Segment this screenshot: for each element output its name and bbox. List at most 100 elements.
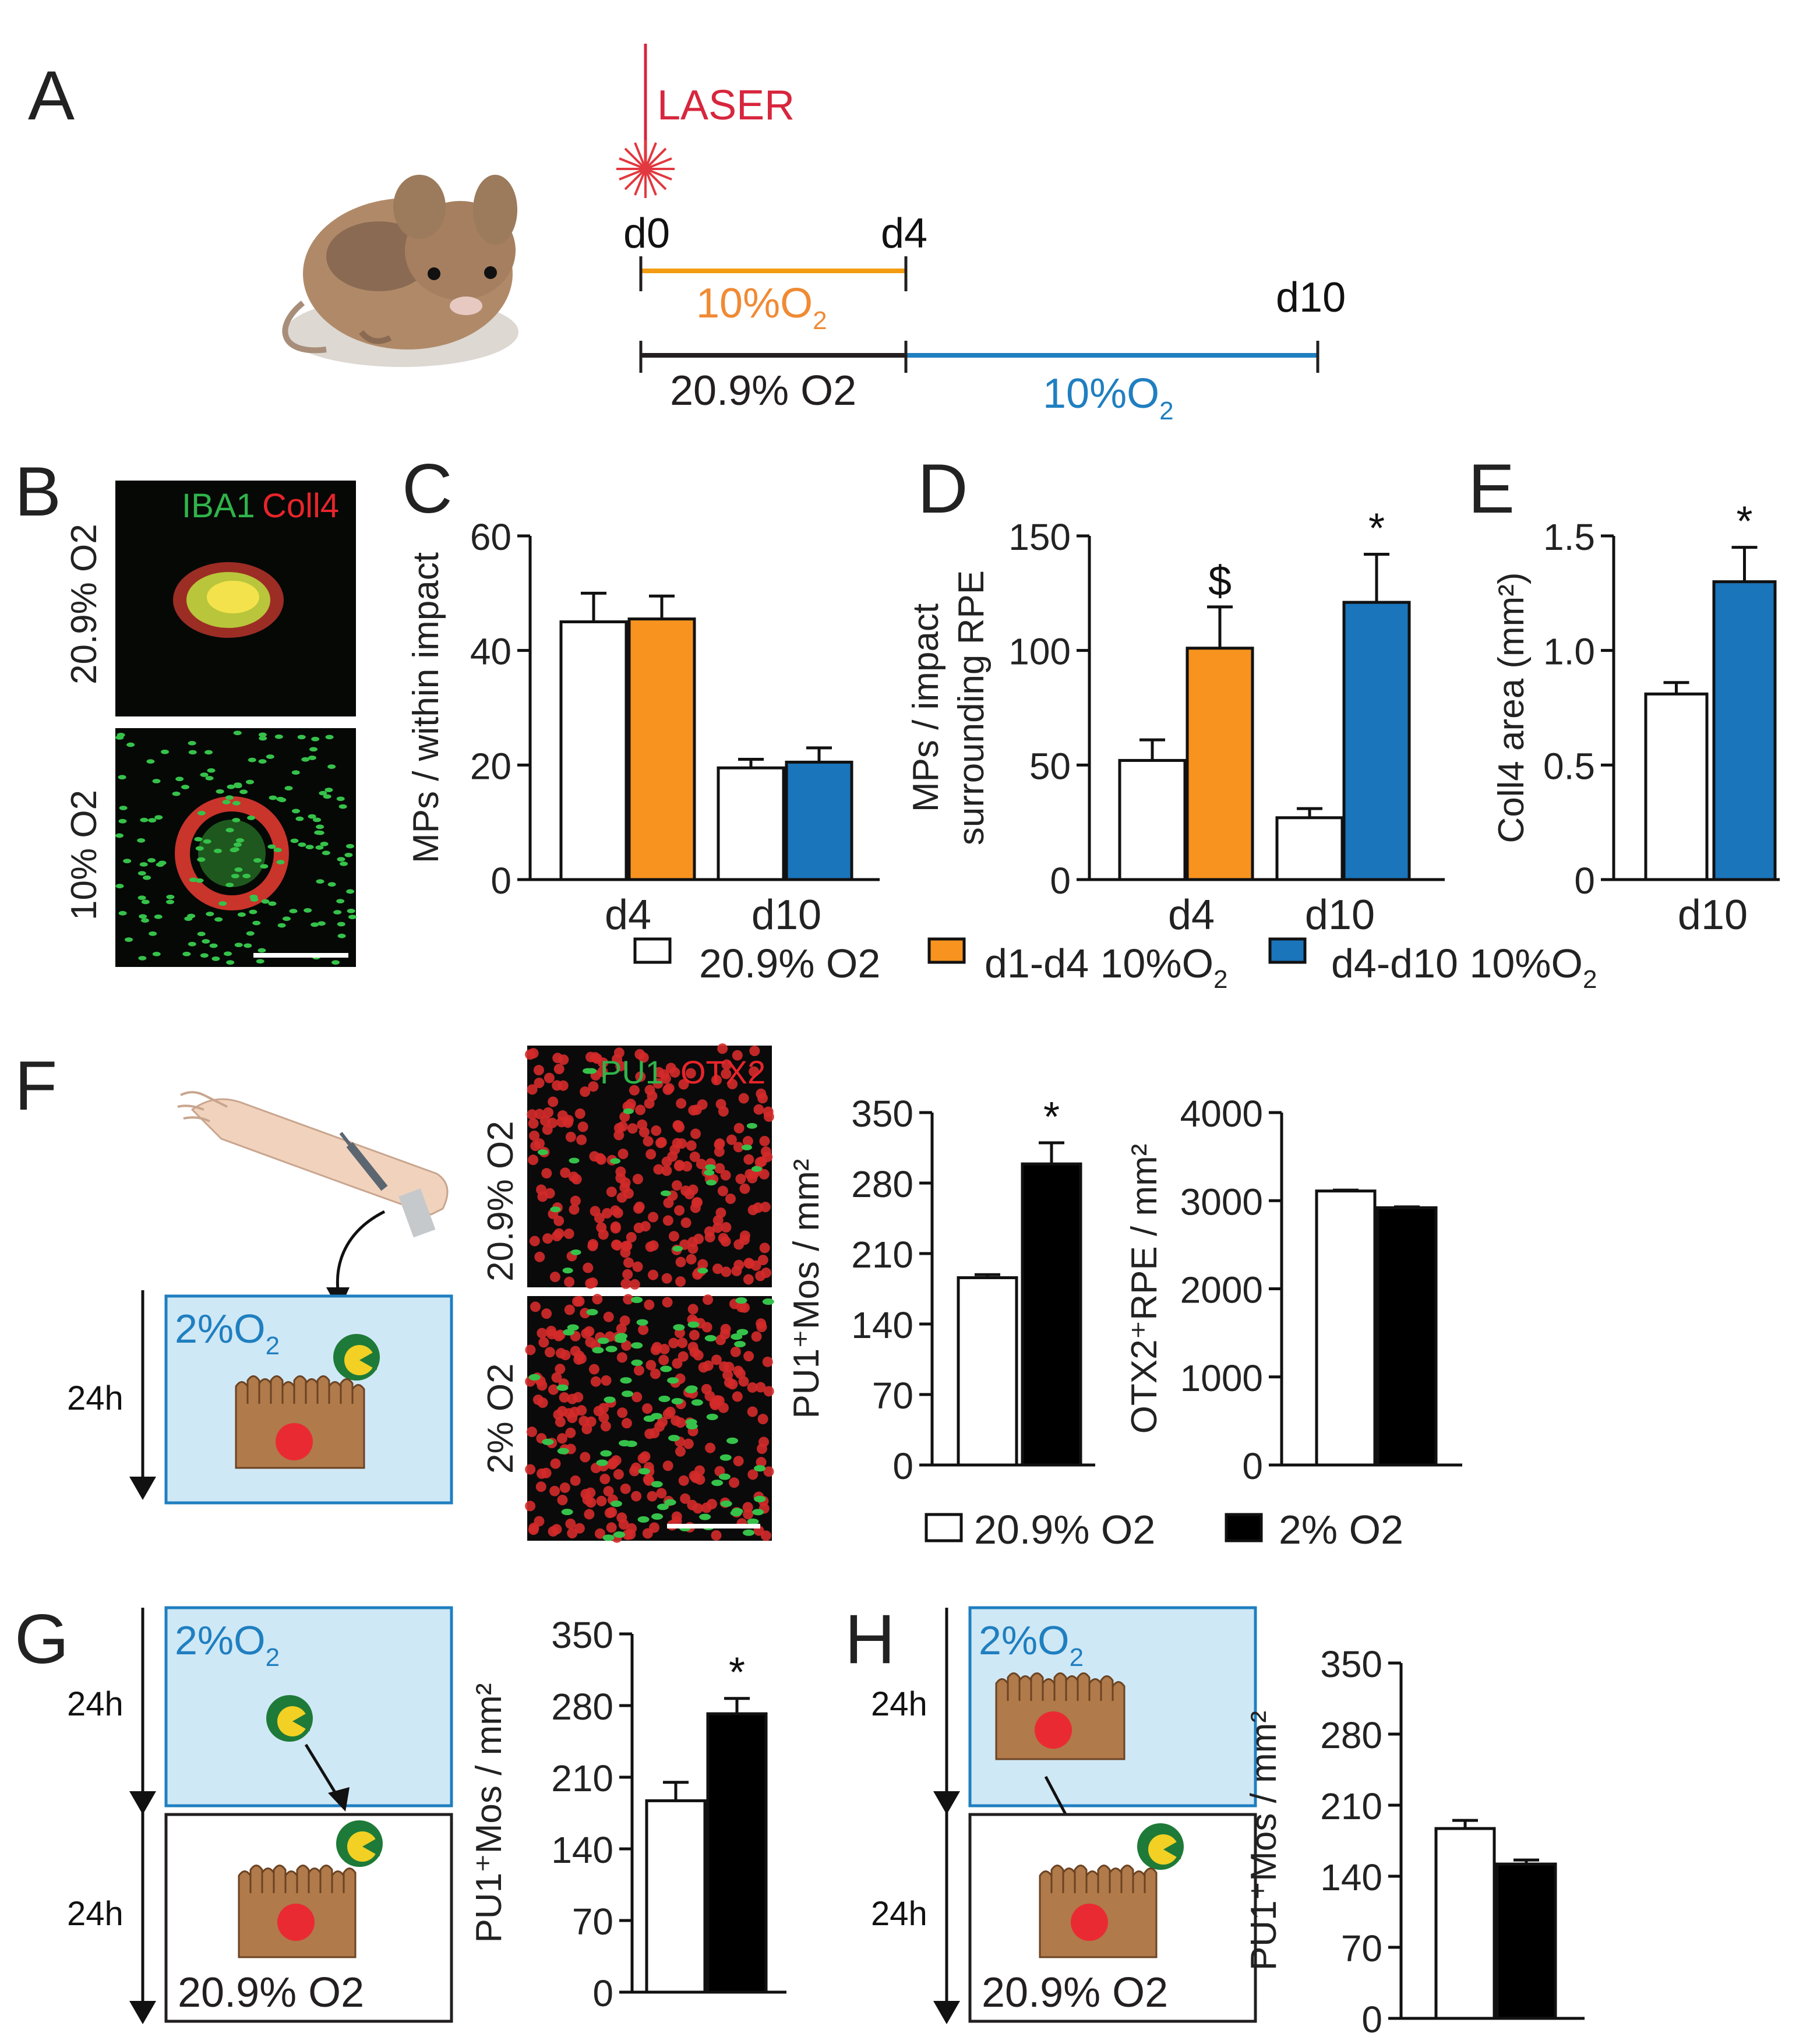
y-tick-label: 100 bbox=[1008, 631, 1071, 673]
chart-h: 0 70 140 210 280 350 PU1⁺Mos / mm² bbox=[1244, 1643, 1585, 2041]
h-box-label: 2%O2 bbox=[979, 1618, 1084, 1672]
y-tick-label: 40 bbox=[470, 631, 511, 673]
bar-charts: 0 20 40 60 MPs / within impact d4 d10 0 50 100 150… bbox=[406, 499, 1780, 2041]
panel-f-schematic: 2%O2 24h bbox=[67, 1091, 453, 1505]
panel-g-schematic: 2%O2 20.9% O2 24h 24h bbox=[67, 1606, 453, 2024]
bar bbox=[1495, 1862, 1557, 2020]
y-tick-label: 1.0 bbox=[1543, 631, 1595, 673]
y-tick-label: 0.5 bbox=[1543, 745, 1595, 787]
panel-b: IBA1 Coll4 20.9% O2 10% O2 bbox=[64, 481, 357, 967]
micrograph-b-bottom-cells bbox=[115, 730, 357, 965]
panel-letter-c: C bbox=[402, 450, 453, 528]
x-tick-label: d10 bbox=[752, 892, 821, 938]
day-label-d4: d4 bbox=[881, 210, 927, 257]
laser-label: LASER bbox=[657, 82, 795, 129]
y-tick-label: 0 bbox=[1361, 1999, 1382, 2041]
bar bbox=[1342, 601, 1411, 881]
y-axis-label: PU1⁺Mos / mm² bbox=[1244, 1711, 1284, 1971]
legend-swatch-early bbox=[927, 937, 966, 964]
chart-f2: 0 1000 2000 3000 4000 OTX2⁺RPE / mm² bbox=[1124, 1093, 1462, 1487]
y-tick-label: 70 bbox=[872, 1375, 913, 1417]
rpe-cell-icon-g bbox=[238, 1865, 357, 1958]
b-stain-green: IBA1 bbox=[182, 487, 255, 525]
y-tick-label: 150 bbox=[1008, 516, 1071, 558]
y-tick-label: 280 bbox=[551, 1686, 613, 1728]
panel-a: LASER d0 d4 d10 10%O2 20.9% O2 10%O2 bbox=[282, 44, 1346, 425]
y-tick-label: 280 bbox=[1320, 1714, 1382, 1756]
significance-mark: * bbox=[1043, 1094, 1060, 1141]
legend-label-normoxia: 20.9% O2 bbox=[699, 941, 880, 986]
micrograph-f-bottom-cells bbox=[525, 1294, 774, 1543]
y-tick-label: 60 bbox=[470, 516, 511, 558]
f-time-label: 24h bbox=[67, 1379, 124, 1417]
y-tick-label: 280 bbox=[851, 1163, 913, 1205]
y-tick-label: 70 bbox=[1341, 1927, 1382, 1969]
panel-letter-f: F bbox=[15, 1047, 57, 1125]
y-tick-label: 4000 bbox=[1180, 1093, 1263, 1135]
bar bbox=[1644, 692, 1709, 881]
bar bbox=[785, 760, 853, 881]
significance-mark: * bbox=[729, 1650, 745, 1696]
y-tick-label: 0 bbox=[491, 860, 511, 902]
monocyte-icon-h bbox=[1137, 1823, 1184, 1870]
panel-h-schematic: 2%O2 20.9% O2 24h 24h bbox=[871, 1606, 1257, 2024]
bar bbox=[706, 1712, 768, 1994]
bar bbox=[957, 1276, 1018, 1467]
y-tick-label: 70 bbox=[572, 1901, 613, 1943]
chart-d: 0 50 100 150 MPs / impact surrounding RPE $ * d4… bbox=[906, 505, 1445, 938]
y-tick-label: 0 bbox=[1574, 860, 1595, 902]
bar bbox=[1275, 816, 1344, 881]
panel-letter-d: D bbox=[918, 450, 968, 528]
f-stain-green: PU1 bbox=[600, 1054, 664, 1090]
mouse-illustration bbox=[282, 175, 518, 367]
transfer-arrow-g bbox=[304, 1743, 340, 1798]
legend-label-early: d1-d4 10%O2 bbox=[985, 941, 1228, 994]
legend-swatch-f-normoxia bbox=[925, 1513, 963, 1542]
legend-label-late: d4-d10 10%O2 bbox=[1331, 941, 1597, 994]
legend-label-f-normoxia: 20.9% O2 bbox=[974, 1507, 1155, 1552]
day-label-d0: d0 bbox=[623, 210, 670, 257]
monocyte-icon-g-top bbox=[266, 1695, 313, 1742]
chart-e: 0 0.5 1.0 1.5 Coll4 area (mm²) * d10 bbox=[1491, 499, 1780, 938]
y-tick-label: 350 bbox=[551, 1614, 613, 1656]
y-axis-label: OTX2⁺RPE / mm² bbox=[1124, 1144, 1165, 1434]
micrograph-b-bottom-lesion bbox=[175, 796, 289, 910]
micrograph-f-top-cells bbox=[525, 1043, 774, 1290]
y-tick-label: 210 bbox=[551, 1757, 613, 1799]
y-tick-label: 350 bbox=[1320, 1643, 1382, 1685]
timeline-late bbox=[639, 341, 1319, 373]
y-axis-label: MPs / within impact bbox=[406, 552, 446, 863]
micrograph-b-top-lesion bbox=[173, 562, 284, 638]
legend-f: 20.9% O2 2% O2 bbox=[925, 1507, 1403, 1552]
x-tick-label: d4 bbox=[1168, 892, 1215, 938]
legend-swatch-late bbox=[1268, 937, 1307, 964]
y-axis-label: MPs / impact bbox=[906, 603, 946, 812]
b-row-label-top: 20.9% O2 bbox=[64, 524, 104, 684]
panel-f-micrographs: PU1 OTX2 20.9% O2 2% O2 bbox=[481, 1043, 774, 1543]
bar bbox=[1021, 1162, 1082, 1467]
y-tick-label: 2000 bbox=[1180, 1269, 1263, 1311]
panel-letter-g: G bbox=[15, 1600, 69, 1678]
x-tick-label: d4 bbox=[605, 892, 651, 938]
y-axis-label: PU1⁺Mos / mm² bbox=[786, 1159, 827, 1418]
g-time-top: 24h bbox=[67, 1685, 124, 1723]
f-stain-red: OTX2 bbox=[680, 1054, 765, 1090]
flow-arrow-f bbox=[336, 1210, 386, 1291]
y-tick-label: 210 bbox=[851, 1234, 913, 1276]
legend-cde: 20.9% O2 d1-d4 10%O2 d4-d10 10%O2 bbox=[633, 937, 1597, 994]
y-tick-label: 140 bbox=[1320, 1856, 1382, 1898]
timeline-late-label: 10%O2 bbox=[1043, 370, 1174, 425]
bar bbox=[1712, 580, 1777, 881]
y-tick-label: 50 bbox=[1029, 745, 1071, 787]
y-axis-label: surrounding RPE bbox=[951, 570, 992, 845]
f-row-label-bottom: 2% O2 bbox=[481, 1363, 521, 1474]
g-time-bottom: 24h bbox=[67, 1895, 124, 1933]
b-stain-red: Coll4 bbox=[262, 487, 339, 525]
timeline-hypoxia-early bbox=[639, 256, 908, 291]
chart-g: 0 70 140 210 280 350 PU1⁺Mos / mm² * bbox=[469, 1614, 786, 2014]
rpe-cell-icon bbox=[235, 1375, 365, 1469]
f-box-label: 2%O2 bbox=[175, 1306, 280, 1360]
bar bbox=[645, 1799, 707, 1994]
h-time-top: 24h bbox=[871, 1685, 927, 1723]
